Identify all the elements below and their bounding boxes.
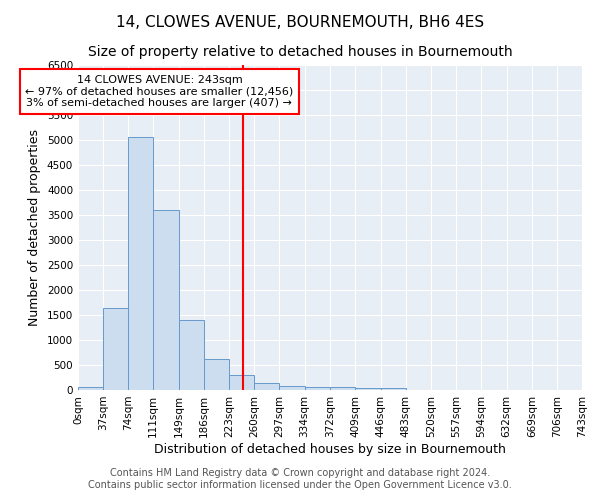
Bar xyxy=(204,359,229,390)
X-axis label: Distribution of detached houses by size in Bournemouth: Distribution of detached houses by size … xyxy=(154,442,506,456)
Text: 14 CLOWES AVENUE: 243sqm
← 97% of detached houses are smaller (12,456)
3% of sem: 14 CLOWES AVENUE: 243sqm ← 97% of detach… xyxy=(25,75,293,108)
Bar xyxy=(355,388,380,390)
Bar xyxy=(78,386,103,390)
Bar xyxy=(380,388,406,390)
Text: 14, CLOWES AVENUE, BOURNEMOUTH, BH6 4ES: 14, CLOWES AVENUE, BOURNEMOUTH, BH6 4ES xyxy=(116,15,484,30)
Bar xyxy=(254,382,280,390)
Bar xyxy=(305,386,331,390)
Bar xyxy=(103,308,128,390)
Bar xyxy=(179,320,204,390)
Bar xyxy=(229,375,254,390)
Text: Contains HM Land Registry data © Crown copyright and database right 2024.
Contai: Contains HM Land Registry data © Crown c… xyxy=(88,468,512,490)
Text: Size of property relative to detached houses in Bournemouth: Size of property relative to detached ho… xyxy=(88,45,512,59)
Bar xyxy=(128,137,153,390)
Bar xyxy=(153,210,179,390)
Y-axis label: Number of detached properties: Number of detached properties xyxy=(28,129,41,326)
Bar xyxy=(331,387,355,390)
Bar xyxy=(280,386,305,390)
